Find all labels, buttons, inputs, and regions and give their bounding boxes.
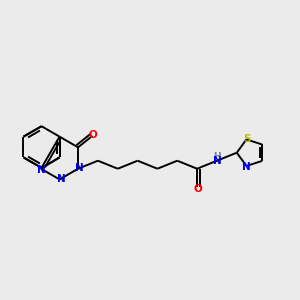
Text: O: O [193, 184, 202, 194]
Text: N: N [37, 165, 46, 175]
Text: N: N [75, 163, 84, 172]
Text: N: N [57, 174, 66, 184]
Text: N: N [242, 162, 251, 172]
Text: H: H [213, 152, 220, 161]
Text: N: N [213, 156, 221, 166]
Text: S: S [243, 134, 251, 144]
Text: O: O [88, 130, 97, 140]
